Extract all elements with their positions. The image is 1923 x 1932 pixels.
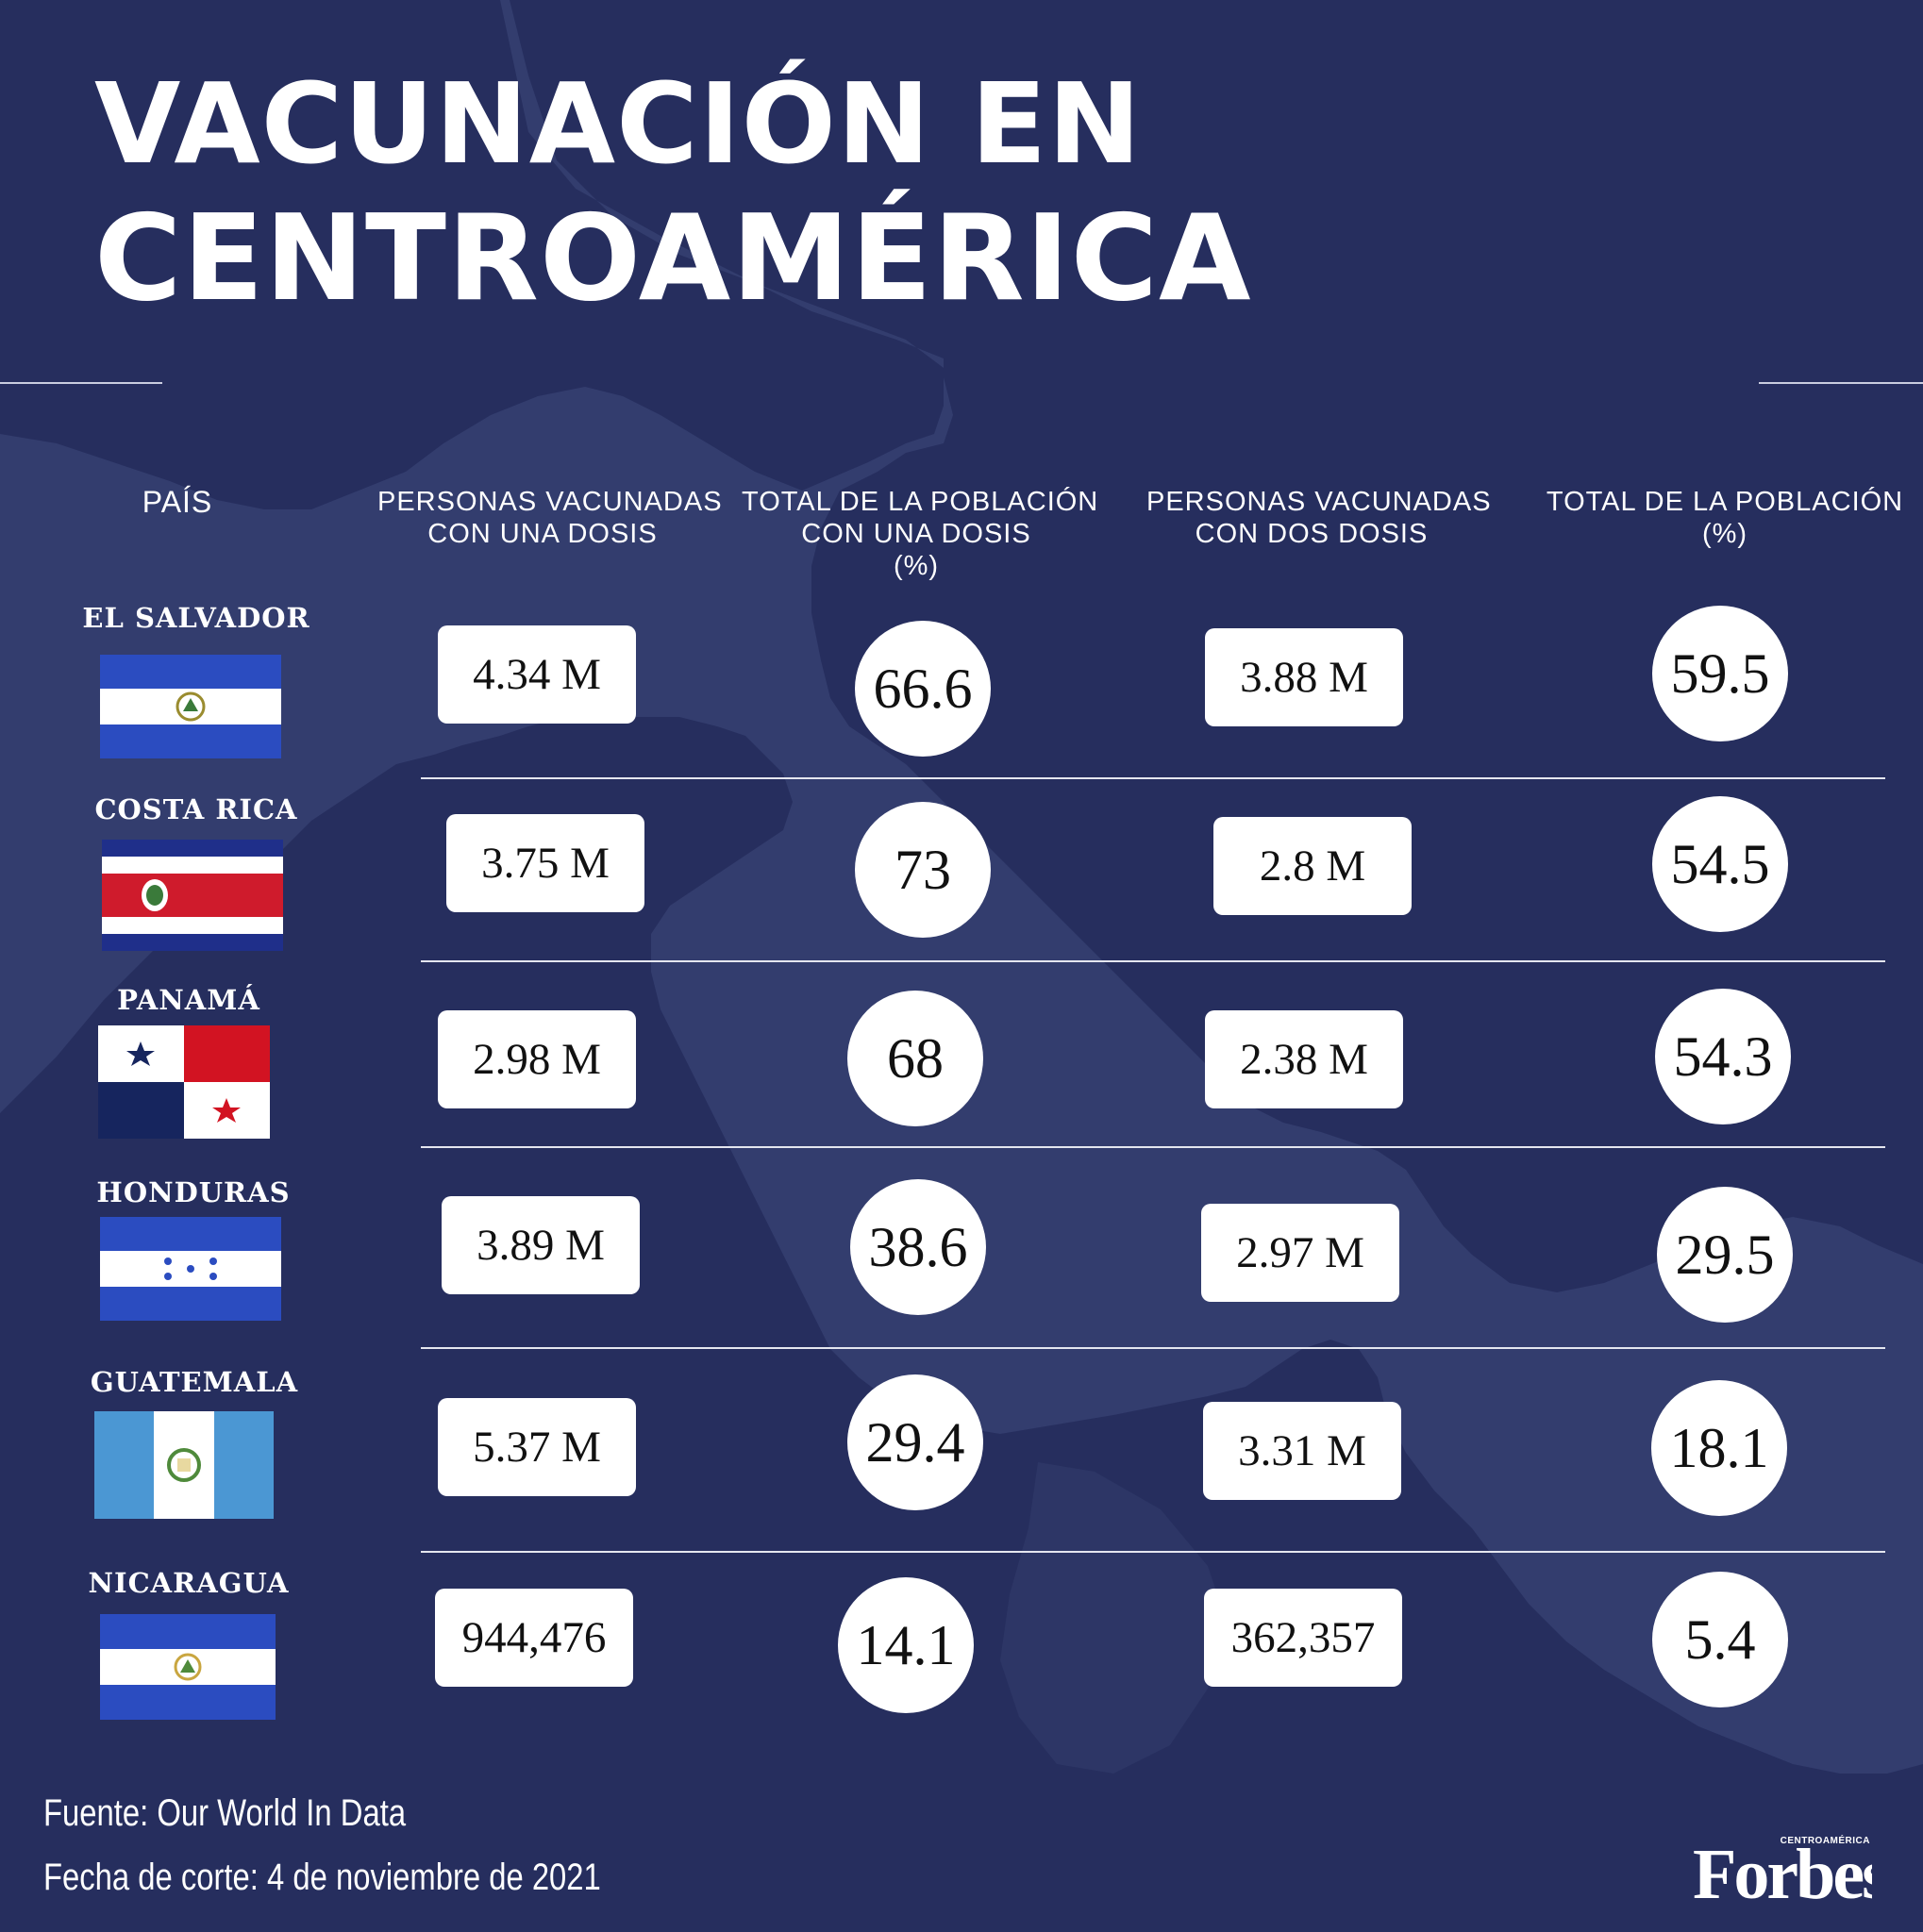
two-doses-pct-value: 54.5 xyxy=(1652,796,1788,932)
el-salvador-flag xyxy=(100,655,281,758)
one-dose-value: 5.37 M xyxy=(438,1398,636,1496)
source-note: Fuente: Our World In Data xyxy=(43,1792,407,1834)
two-doses-value: 2.8 M xyxy=(1213,817,1412,915)
country-name: COSTA RICA xyxy=(94,793,298,825)
one-dose-pct-value: 38.6 xyxy=(850,1179,986,1315)
country-name: NICARAGUA xyxy=(88,1567,290,1599)
title-divider-right xyxy=(1759,382,1923,384)
nicaragua-flag xyxy=(100,1614,276,1720)
row-divider xyxy=(421,1146,1885,1148)
row-divider xyxy=(421,777,1885,779)
page-title-line-1: VACUNACIÓN EN xyxy=(94,58,1143,189)
country-name: EL SALVADOR xyxy=(82,602,310,634)
row-divider xyxy=(421,960,1885,962)
two-doses-value: 362,357 xyxy=(1204,1589,1402,1687)
two-doses-value: 3.88 M xyxy=(1205,628,1403,726)
brand-edition: CENTROAMÉRICA xyxy=(1781,1834,1870,1846)
cutoff-date-note: Fecha de corte: 4 de noviembre de 2021 xyxy=(43,1857,601,1898)
header-country: PAÍS xyxy=(142,485,213,519)
row-divider xyxy=(421,1347,1885,1349)
header-one-dose-pct: TOTAL DE LA POBLACIÓN CON UNA DOSIS (%) xyxy=(742,487,1099,581)
country-name: HONDURAS xyxy=(96,1176,291,1208)
header-two-doses: PERSONAS VACUNADAS CON DOS DOSIS xyxy=(1146,487,1492,549)
country-name: GUATEMALA xyxy=(90,1366,299,1398)
row-divider xyxy=(421,1551,1885,1553)
brand-name: Forbes xyxy=(1693,1835,1872,1902)
page-title-line-2: CENTROAMÉRICA xyxy=(94,189,1252,327)
one-dose-pct-value: 68 xyxy=(847,991,983,1126)
two-doses-pct-value: 29.5 xyxy=(1657,1187,1793,1323)
title-divider-left xyxy=(0,382,162,384)
two-doses-pct-value: 5.4 xyxy=(1652,1572,1788,1707)
one-dose-pct-value: 14.1 xyxy=(838,1577,974,1713)
one-dose-value: 3.89 M xyxy=(442,1196,640,1294)
one-dose-value: 2.98 M xyxy=(438,1010,636,1108)
one-dose-pct-value: 66.6 xyxy=(855,621,991,757)
panama-flag xyxy=(98,1025,270,1139)
two-doses-value: 3.31 M xyxy=(1203,1402,1401,1500)
one-dose-value: 3.75 M xyxy=(446,814,644,912)
guatemala-flag xyxy=(94,1411,274,1519)
one-dose-value: 944,476 xyxy=(435,1589,633,1687)
forbes-logo: CENTROAMÉRICA Forbes xyxy=(1693,1832,1891,1914)
two-doses-pct-value: 59.5 xyxy=(1652,606,1788,741)
two-doses-pct-value: 54.3 xyxy=(1655,989,1791,1124)
one-dose-value: 4.34 M xyxy=(438,625,636,724)
two-doses-pct-value: 18.1 xyxy=(1651,1380,1787,1516)
two-doses-value: 2.97 M xyxy=(1201,1204,1399,1302)
honduras-flag xyxy=(100,1217,281,1321)
one-dose-pct-value: 29.4 xyxy=(847,1374,983,1510)
one-dose-pct-value: 73 xyxy=(855,802,991,938)
country-name: PANAMÁ xyxy=(117,984,260,1016)
two-doses-value: 2.38 M xyxy=(1205,1010,1403,1108)
header-one-dose: PERSONAS VACUNADAS CON UNA DOSIS xyxy=(377,487,723,549)
header-two-doses-pct: TOTAL DE LA POBLACIÓN (%) xyxy=(1546,487,1904,549)
costa-rica-flag xyxy=(102,840,283,951)
